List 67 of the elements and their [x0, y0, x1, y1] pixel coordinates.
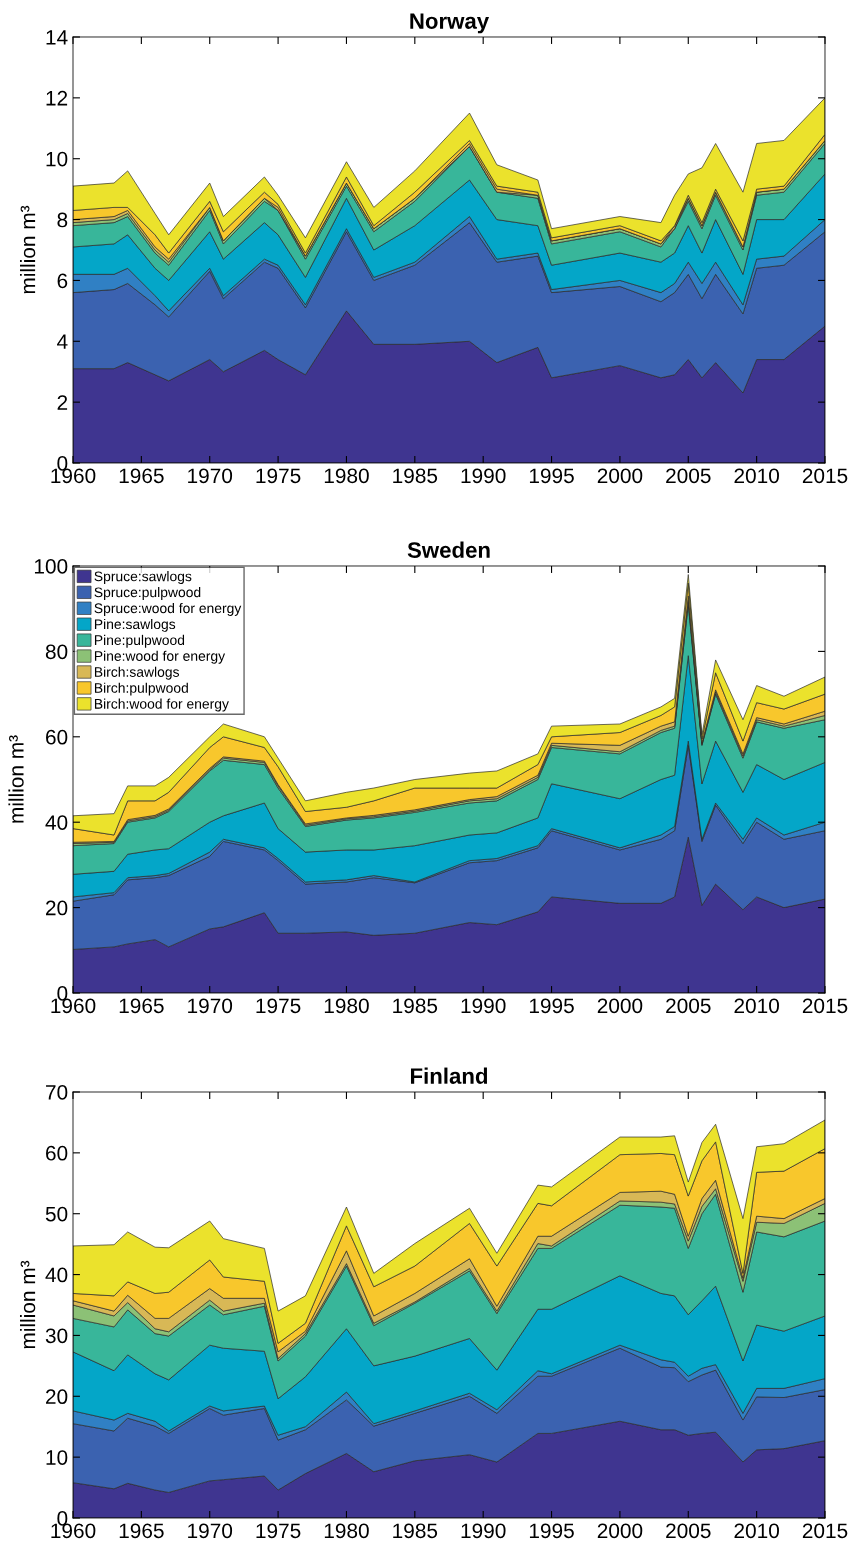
y-tick-label: 80 — [45, 644, 68, 660]
y-tick-label: 60 — [46, 729, 68, 745]
y-tick-label: 10 — [46, 151, 68, 167]
x-tick-label: 2000 — [597, 1523, 643, 1539]
y-axis-title: million m³ — [8, 735, 24, 823]
legend-label: Birch:wood for energy — [94, 698, 229, 712]
x-tick-label: 2010 — [734, 1523, 779, 1539]
y-tick-label: 4 — [57, 334, 68, 349]
legend-label: Birch:sawlogs — [94, 666, 180, 680]
legend-label: Spruce:wood for energy — [94, 602, 242, 616]
chart-title: Finland — [410, 1067, 488, 1084]
x-tick-label: 2015 — [802, 1523, 848, 1539]
y-axis-title: million m³ — [19, 1260, 36, 1349]
x-tick-label: 1970 — [188, 998, 233, 1014]
y-tick-label: 40 — [45, 815, 68, 830]
x-tick-label: 1965 — [119, 998, 164, 1014]
x-tick-label: 1985 — [393, 998, 438, 1014]
x-tick-label: 1970 — [188, 1523, 233, 1539]
y-tick-label: 100 — [34, 559, 68, 574]
chart-title: Sweden — [407, 541, 490, 558]
legend-label: Birch:pulpwood — [94, 682, 188, 696]
y-tick-label: 50 — [45, 1206, 68, 1222]
legend-label: Pine:pulpwood — [94, 634, 185, 648]
x-tick-label: 2005 — [666, 468, 711, 484]
x-tick-label: 1995 — [529, 998, 574, 1014]
x-tick-label: 1965 — [119, 1523, 164, 1539]
y-tick-label: 8 — [57, 212, 68, 228]
legend-label: Spruce:sawlogs — [94, 571, 192, 585]
y-tick-label: 70 — [46, 1085, 68, 1100]
legend-label: Pine:sawlogs — [94, 618, 176, 632]
x-tick-label: 1985 — [393, 1523, 438, 1539]
y-tick-label: 6 — [57, 273, 68, 289]
y-tick-label: 10 — [46, 1450, 68, 1465]
x-tick-label: 1985 — [393, 468, 438, 484]
x-tick-label: 2010 — [734, 468, 779, 484]
y-tick-label: 30 — [45, 1328, 68, 1344]
y-tick-label: 14 — [46, 30, 68, 45]
y-axis-title: million m³ — [19, 205, 36, 294]
x-tick-label: 1980 — [324, 468, 369, 484]
y-tick-label: 2 — [57, 395, 68, 410]
x-tick-label: 2015 — [802, 998, 848, 1014]
legend-label: Pine:wood for energy — [94, 650, 226, 664]
x-tick-label: 1970 — [188, 468, 233, 484]
x-tick-label: 1990 — [461, 998, 506, 1014]
x-tick-label: 1975 — [256, 1523, 301, 1539]
x-tick-label: 1980 — [324, 998, 369, 1014]
y-tick-label: 20 — [46, 1389, 68, 1405]
x-tick-label: 2000 — [597, 468, 643, 484]
y-tick-label: 40 — [45, 1267, 68, 1283]
legend-label: Spruce:pulpwood — [94, 587, 201, 600]
x-tick-label: 1965 — [119, 468, 164, 484]
x-tick-label: 1995 — [529, 468, 574, 484]
x-tick-label: 1975 — [256, 998, 301, 1014]
x-tick-label: 2010 — [734, 998, 779, 1014]
y-tick-label: 60 — [46, 1145, 68, 1161]
x-tick-label: 2000 — [597, 998, 643, 1014]
x-tick-label: 1995 — [529, 1523, 574, 1539]
x-tick-label: 2015 — [802, 468, 848, 484]
chart-title: Norway — [410, 13, 490, 34]
x-tick-label: 1975 — [256, 468, 301, 484]
y-tick-label: 12 — [46, 90, 68, 106]
y-tick-label: 20 — [46, 900, 68, 916]
x-tick-label: 2005 — [666, 1523, 711, 1539]
x-tick-label: 1990 — [461, 1523, 506, 1539]
x-tick-label: 1980 — [324, 1523, 369, 1539]
x-tick-label: 2005 — [666, 998, 711, 1014]
x-tick-label: 1990 — [461, 468, 506, 484]
